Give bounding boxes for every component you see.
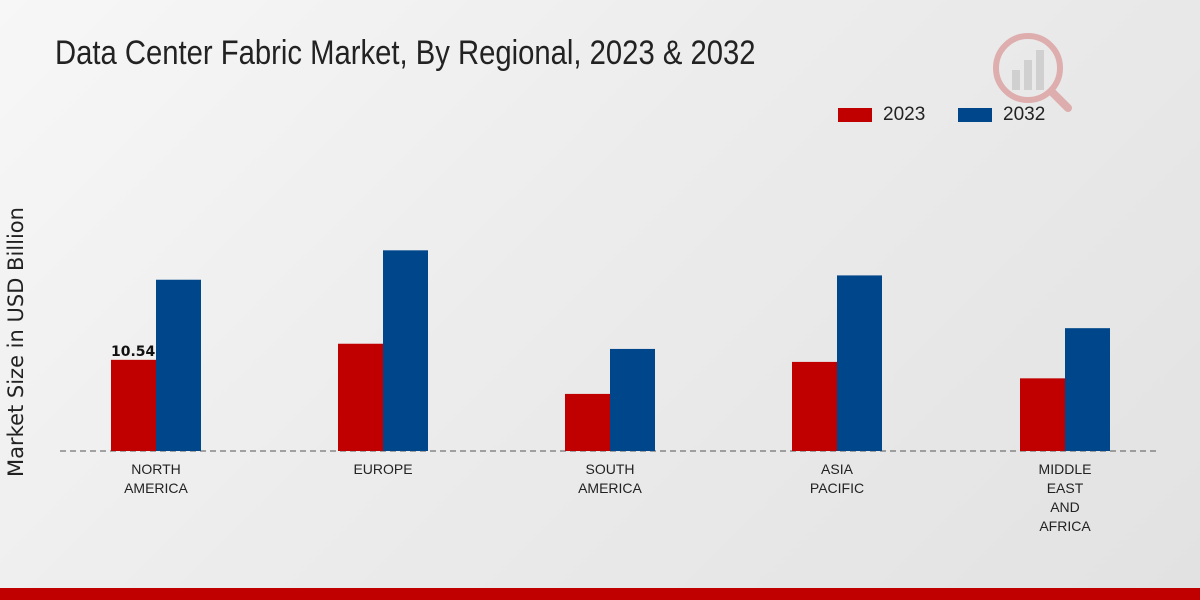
bar-2032-4 [1065, 328, 1110, 451]
bar-2032-1 [383, 250, 428, 451]
x-tick-label-3: ASIA PACIFIC [810, 461, 864, 496]
bottom-accent-bar [0, 588, 1200, 600]
bar-2023-1 [338, 343, 383, 451]
watermark-logo-icon [993, 33, 1072, 112]
bar-2032-3 [837, 275, 882, 451]
x-tick-label-2: SOUTH AMERICA [578, 461, 642, 496]
bar-2032-0 [156, 279, 201, 451]
bar-2023-2 [565, 393, 610, 451]
legend-swatch-2032 [958, 108, 992, 122]
data-label-0: 10.54 [111, 344, 156, 360]
chart-title: Data Center Fabric Market, By Regional, … [55, 34, 756, 72]
bar-2023-0 [111, 359, 156, 451]
legend-swatch-2023 [838, 108, 872, 122]
bar-2032-2 [610, 348, 655, 451]
bar-2023-4 [1020, 378, 1065, 451]
x-tick-label-1: EUROPE [353, 461, 412, 477]
bar-2023-3 [792, 361, 837, 451]
legend-item-2023: 2023 [838, 104, 925, 126]
legend-label-2023: 2023 [883, 104, 926, 125]
legend-item-2032: 2032 [958, 104, 1045, 126]
x-tick-label-4: MIDDLE EAST AND AFRICA [1039, 461, 1092, 534]
x-tick-label-0: NORTH AMERICA [124, 461, 188, 496]
legend-label-2032: 2032 [1003, 104, 1046, 125]
